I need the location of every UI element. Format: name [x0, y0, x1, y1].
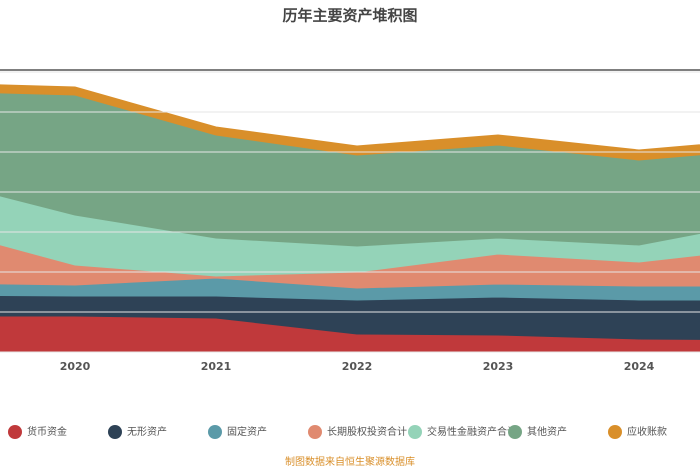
legend-marker [608, 425, 622, 439]
legend-marker [208, 425, 222, 439]
area [0, 84, 700, 161]
legend-marker [308, 425, 322, 439]
legend-label: 无形资产 [127, 425, 167, 438]
x-tick-label: 2023 [483, 360, 514, 373]
x-tick-label: 2024 [624, 360, 655, 373]
legend-marker [508, 425, 522, 439]
legend-marker [8, 425, 22, 439]
legend-label: 其他资产 [527, 425, 567, 438]
legend-label: 货币资金 [27, 425, 67, 438]
legend-label: 应收账款 [627, 425, 667, 438]
x-tick-label: 2022 [342, 360, 373, 373]
legend-label: 固定资产 [227, 425, 267, 438]
plot-area [0, 71, 700, 353]
source-note: 制图数据来自恒生聚源数据库 [285, 455, 415, 468]
x-tick-label: 2021 [201, 360, 232, 373]
chart-title: 历年主要资产堆积图 [282, 7, 417, 25]
legend-marker [108, 425, 122, 439]
legend-label: 长期股权投资合计 [327, 425, 407, 438]
legend-marker [408, 425, 422, 439]
x-tick-label: 2020 [60, 360, 91, 373]
legend-label: 交易性金融资产合计 [427, 425, 517, 438]
